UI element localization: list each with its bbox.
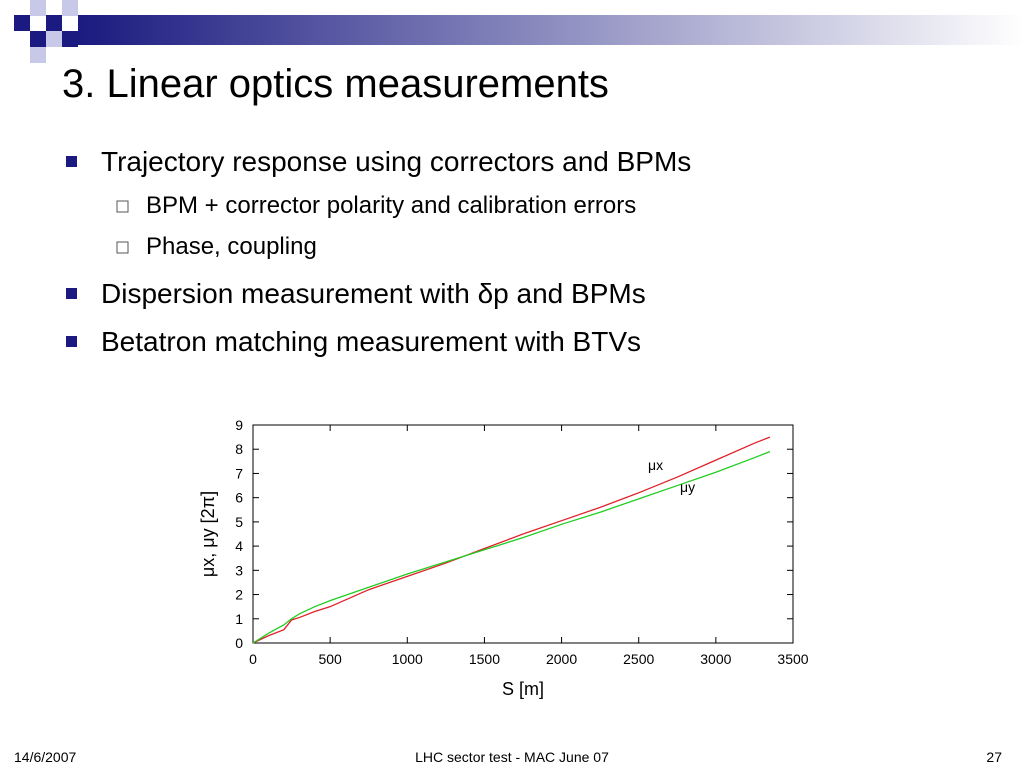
- x-tick-label: 1000: [392, 651, 423, 667]
- sub-bullet-text: BPM + corrector polarity and calibration…: [146, 192, 636, 219]
- deco-square: [30, 47, 46, 63]
- y-tick-label: 5: [235, 514, 243, 530]
- x-tick-label: 3500: [777, 651, 808, 667]
- x-tick-label: 2500: [623, 651, 654, 667]
- deco-square: [30, 0, 46, 16]
- y-tick-label: 7: [235, 465, 243, 481]
- footer-center: LHC sector test - MAC June 07: [415, 749, 609, 765]
- x-axis-label: S [m]: [502, 679, 544, 699]
- bullet-text: Dispersion measurement with δp and BPMs: [101, 278, 646, 309]
- deco-square: [30, 31, 46, 47]
- series-label: μy: [680, 479, 695, 495]
- deco-square: [62, 0, 78, 16]
- series-line: [252, 436, 771, 644]
- series-line: [252, 451, 771, 644]
- sub-bullet-text: Phase, coupling: [146, 233, 317, 260]
- y-tick-label: 3: [235, 562, 243, 578]
- x-tick-label: 1500: [469, 651, 500, 667]
- sub-bullet-marker: [116, 241, 129, 254]
- deco-square: [46, 31, 62, 47]
- y-tick-label: 9: [235, 417, 243, 433]
- sub-bullet-marker: [116, 200, 129, 213]
- slide-title: 3. Linear optics measurements: [62, 62, 609, 106]
- y-axis-label: μx, μy [2π]: [198, 491, 218, 577]
- footer-date: 14/6/2007: [14, 749, 76, 765]
- bullet-text: Betatron matching measurement with BTVs: [101, 326, 641, 357]
- x-tick-label: 500: [318, 651, 342, 667]
- x-tick-label: 2000: [546, 651, 577, 667]
- y-tick-label: 4: [235, 538, 243, 554]
- bullet-list: Trajectory response using correctors and…: [66, 146, 691, 357]
- deco-square: [14, 15, 30, 31]
- bullet-marker: [66, 156, 77, 167]
- series-label: μx: [648, 457, 663, 473]
- deco-square: [62, 31, 78, 47]
- chart: 0 500 1000 1500 2000 2500 3000 3500 0 1 2 3 4 5 6 7 8 9 S …: [198, 417, 809, 699]
- y-tick-label: 6: [235, 490, 243, 506]
- y-tick-label: 0: [235, 635, 243, 651]
- header-bar: [78, 15, 1024, 45]
- deco-square: [46, 15, 62, 31]
- y-tick-label: 2: [235, 587, 243, 603]
- bullet-text: Trajectory response using correctors and…: [101, 146, 691, 177]
- bullet-marker: [66, 288, 77, 299]
- x-tick-label: 3000: [700, 651, 731, 667]
- plot-frame: [252, 424, 794, 644]
- footer-page: 27: [986, 749, 1002, 765]
- y-tick-label: 8: [235, 441, 243, 457]
- x-tick-label: 0: [249, 651, 257, 667]
- y-tick-label: 1: [235, 611, 243, 627]
- bullet-marker: [66, 336, 77, 347]
